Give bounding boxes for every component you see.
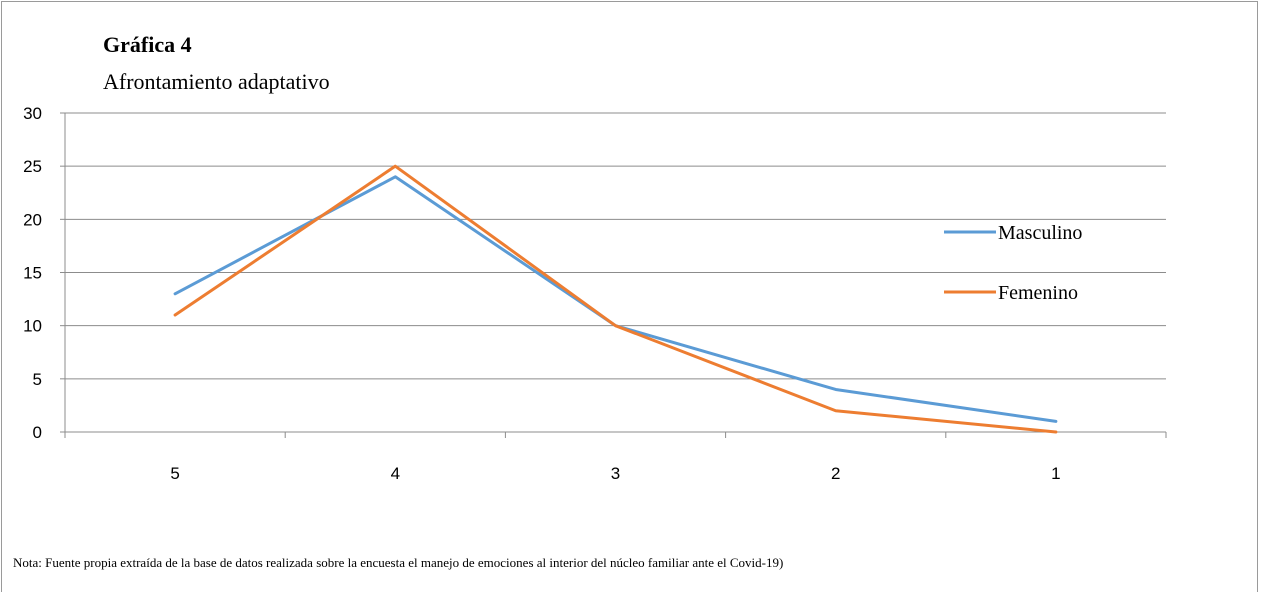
y-tick-label: 30	[23, 104, 42, 123]
y-tick-label: 15	[23, 264, 42, 283]
y-tick-label: 20	[23, 210, 42, 229]
series-line-femenino	[175, 166, 1056, 432]
legend-label: Masculino	[998, 222, 1082, 244]
y-tick-label: 5	[33, 370, 42, 389]
legend-label: Femenino	[998, 282, 1078, 304]
y-tick-label: 10	[23, 317, 42, 336]
x-tick-label: 4	[391, 464, 400, 483]
x-tick-label: 5	[170, 464, 179, 483]
series-line-masculino	[175, 177, 1056, 422]
x-tick-label: 3	[611, 464, 620, 483]
x-tick-label: 1	[1051, 464, 1060, 483]
source-note: Nota: Fuente propia extraída de la base …	[13, 555, 783, 571]
x-tick-label: 2	[831, 464, 840, 483]
y-tick-label: 0	[33, 423, 42, 442]
y-tick-label: 25	[23, 157, 42, 176]
